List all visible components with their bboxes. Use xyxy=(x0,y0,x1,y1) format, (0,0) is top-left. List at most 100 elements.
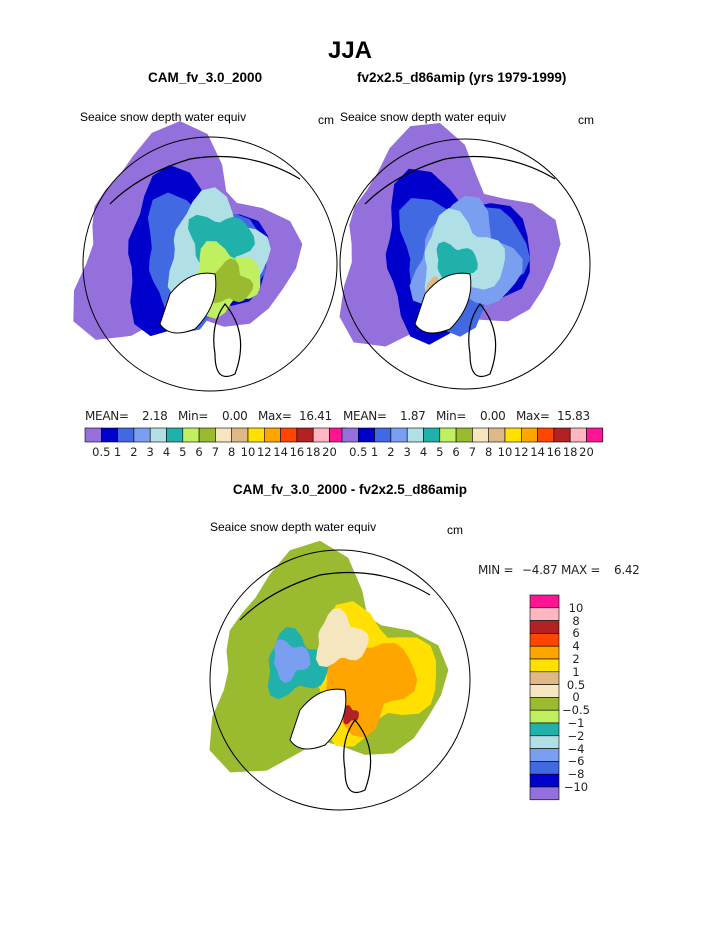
diff-greenland-coastline xyxy=(289,688,347,750)
right-europe-coastline xyxy=(468,303,497,378)
left-mean-label: MEAN= xyxy=(85,409,129,423)
right-colorbar-tick: 16 xyxy=(546,445,562,459)
right-units-label: cm xyxy=(578,113,594,127)
difference-colorbar-tick: 1 xyxy=(572,664,580,679)
right-max-value: 15.83 xyxy=(557,409,590,423)
right-colorbar-box xyxy=(537,427,555,443)
left-colorbar-tick: 8 xyxy=(228,445,236,459)
difference-colorbar-tick: 4 xyxy=(572,639,580,654)
left-min-value: 0.00 xyxy=(222,409,248,423)
right-colorbar-tick: 14 xyxy=(530,445,545,459)
left-colorbar-box xyxy=(84,427,102,443)
right-colorbar-box xyxy=(374,427,392,443)
difference-colorbar-box xyxy=(529,645,560,660)
diff-asia-coastline xyxy=(239,571,431,621)
left-colorbar-box xyxy=(101,427,118,443)
right-asia-coastline xyxy=(364,155,556,205)
left-colorbar-tick: 20 xyxy=(322,445,337,459)
left-colorbar-box xyxy=(312,427,330,443)
left-max-label: Max= xyxy=(258,409,292,423)
left-colorbar-box xyxy=(198,427,216,443)
difference-colorbar-tick: −8 xyxy=(567,767,585,782)
left-mean-value: 2.18 xyxy=(142,409,168,423)
diff-europe-coastline xyxy=(343,719,372,794)
right-colorbar-box xyxy=(520,427,538,443)
difference-min-value: −4.87 xyxy=(522,563,558,577)
left-colorbar-tick: 5 xyxy=(179,445,187,459)
left-colorbar-tick: 14 xyxy=(273,445,288,459)
right-colorbar-box xyxy=(553,427,571,443)
right-min-label: Min= xyxy=(436,409,467,423)
right-colorbar-box xyxy=(472,427,489,443)
left-colorbar-tick: 6 xyxy=(195,445,203,459)
right-map-boundary xyxy=(339,138,591,390)
difference-colorbar-box xyxy=(529,671,560,685)
right-colorbar-box xyxy=(439,427,457,443)
left-colorbar-tick: 0.5 xyxy=(92,445,111,459)
right-colorbar-box xyxy=(423,427,441,443)
difference-colorbar-box xyxy=(529,786,560,801)
right-colorbar-box xyxy=(455,427,473,443)
right-colorbar-tick: 20 xyxy=(579,445,594,459)
left-colorbar-tick: 4 xyxy=(162,445,171,459)
difference-min-label: MIN = xyxy=(478,563,514,577)
diff-field-region xyxy=(274,639,311,683)
difference-colorbar-tick: −1 xyxy=(567,716,585,730)
right-colorbar-box xyxy=(569,427,587,443)
left-min-label: Min= xyxy=(178,409,209,423)
left-field-region xyxy=(208,258,254,304)
right-colorbar-box xyxy=(390,427,408,443)
left-colorbar-box xyxy=(231,427,249,443)
left-colorbar-box xyxy=(182,427,200,443)
difference-colorbar-tick: −2 xyxy=(567,728,585,743)
left-colorbar-box xyxy=(133,427,151,443)
difference-colorbar-box xyxy=(529,620,560,634)
difference-colorbar-tick: 10 xyxy=(568,600,584,615)
left-colorbar-box xyxy=(280,427,298,443)
right-colorbar-tick: 2 xyxy=(387,445,395,459)
left-colorbar-tick: 3 xyxy=(146,445,154,459)
right-variable-label: Seaice snow depth water equiv xyxy=(340,110,507,124)
right-colorbar-tick: 18 xyxy=(562,445,578,459)
difference-colorbar-box xyxy=(529,633,560,647)
left-colorbar-tick: 10 xyxy=(240,445,256,459)
left-colorbar-box xyxy=(166,427,184,443)
right-max-label: Max= xyxy=(516,409,550,423)
right-colorbar-box xyxy=(341,427,359,443)
difference-colorbar-tick: 0 xyxy=(572,690,580,705)
difference-colorbar-tick: 6 xyxy=(572,626,580,641)
left-asia-coastline xyxy=(109,155,301,205)
difference-colorbar-tick: 2 xyxy=(572,652,580,666)
difference-max-value: 6.42 xyxy=(614,563,640,577)
difference-colorbar-tick: −6 xyxy=(567,754,585,769)
left-colorbar-box xyxy=(149,427,167,443)
left-variable-label: Seaice snow depth water equiv xyxy=(80,110,247,124)
difference-colorbar-box xyxy=(529,709,560,724)
left-colorbar-box xyxy=(263,427,281,443)
right-colorbar-tick: 7 xyxy=(468,445,477,459)
right-mean-value: 1.87 xyxy=(400,409,426,423)
difference-variable-label: Seaice snow depth water equiv xyxy=(210,520,377,534)
left-colorbar-tick: 16 xyxy=(289,445,305,459)
right-min-value: 0.00 xyxy=(480,409,506,423)
left-panel-title: CAM_fv_3.0_2000 xyxy=(148,70,263,85)
right-colorbar-tick: 12 xyxy=(513,445,529,459)
left-max-value: 16.41 xyxy=(299,409,332,423)
left-colorbar-tick: 7 xyxy=(211,445,220,459)
right-greenland-coastline xyxy=(414,272,472,334)
difference-colorbar-tick: −0.5 xyxy=(562,703,590,718)
left-europe-coastline xyxy=(213,303,242,378)
left-colorbar-tick: 18 xyxy=(305,445,321,459)
difference-colorbar-tick: 8 xyxy=(572,613,580,628)
right-colorbar-tick: 4 xyxy=(419,445,428,459)
figure-title: JJA xyxy=(327,37,373,64)
right-colorbar-box xyxy=(357,427,375,443)
right-mean-label: MEAN= xyxy=(343,409,387,423)
difference-colorbar-box xyxy=(529,773,560,788)
right-colorbar-tick: 3 xyxy=(403,445,411,459)
difference-units-label: cm xyxy=(447,523,463,537)
left-colorbar-box xyxy=(215,427,232,443)
left-colorbar-tick: 12 xyxy=(256,445,272,459)
